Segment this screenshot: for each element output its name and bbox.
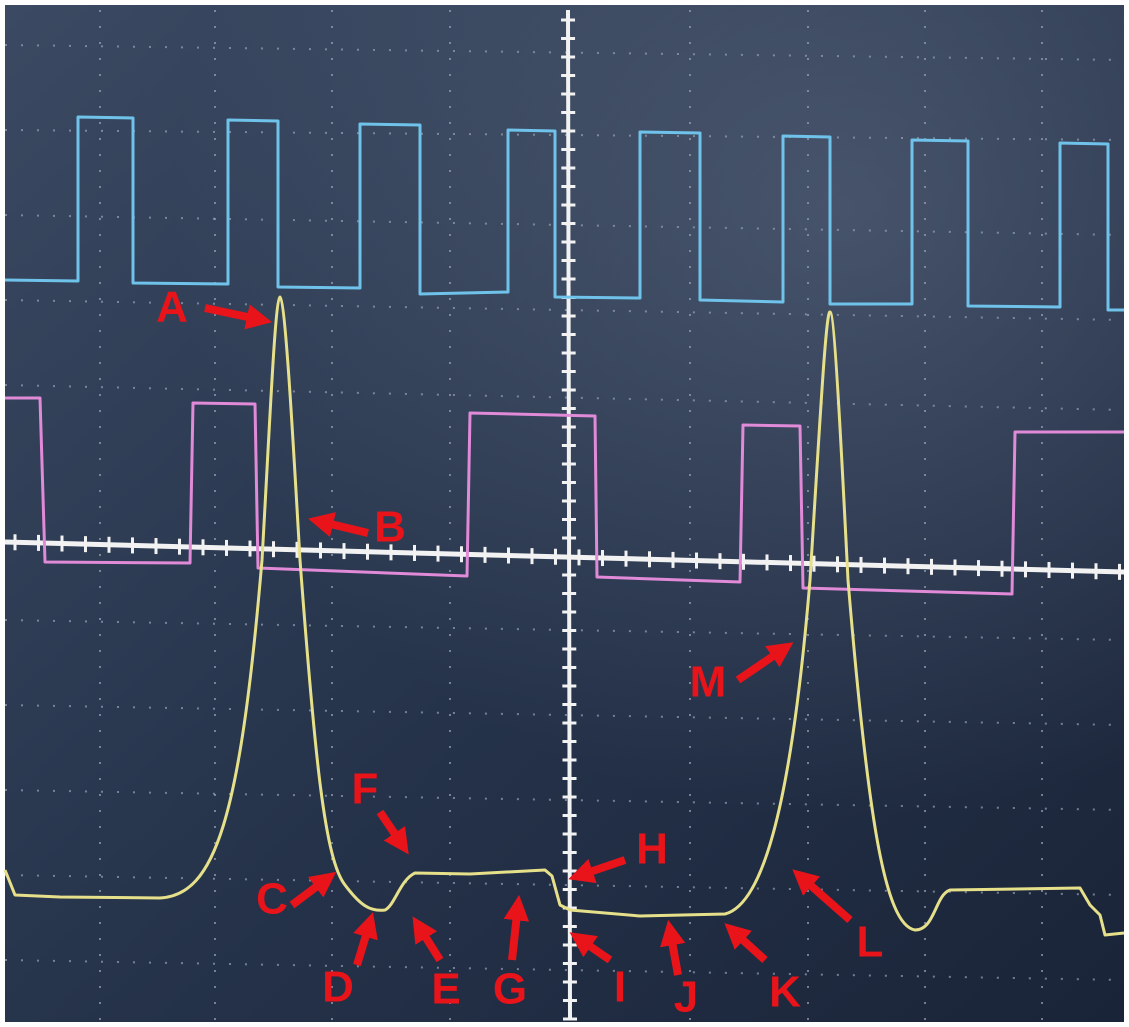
annotation-label: D: [322, 963, 354, 1012]
page: A B C D E F G H I J K L M (() => { const…: [0, 0, 1129, 1027]
screen-glare: [5, 5, 1124, 1022]
annotation-label: J: [674, 973, 698, 1022]
annotation-label: I: [614, 963, 626, 1012]
annotation-label: E: [431, 965, 460, 1014]
oscilloscope-photo: A B C D E F G H I J K L M: [0, 0, 1129, 1027]
annotation-label: B: [374, 503, 406, 552]
annotation-label: A: [156, 283, 188, 332]
vertical-axis: [568, 10, 570, 1020]
annotation-label: M: [690, 658, 727, 707]
annotation-label: F: [352, 765, 379, 814]
annotation-label: H: [636, 825, 668, 874]
annotation-label: G: [493, 965, 527, 1014]
annotation-label: C: [256, 875, 288, 924]
annotation-label: L: [857, 918, 884, 967]
annotation-label: K: [769, 968, 801, 1017]
